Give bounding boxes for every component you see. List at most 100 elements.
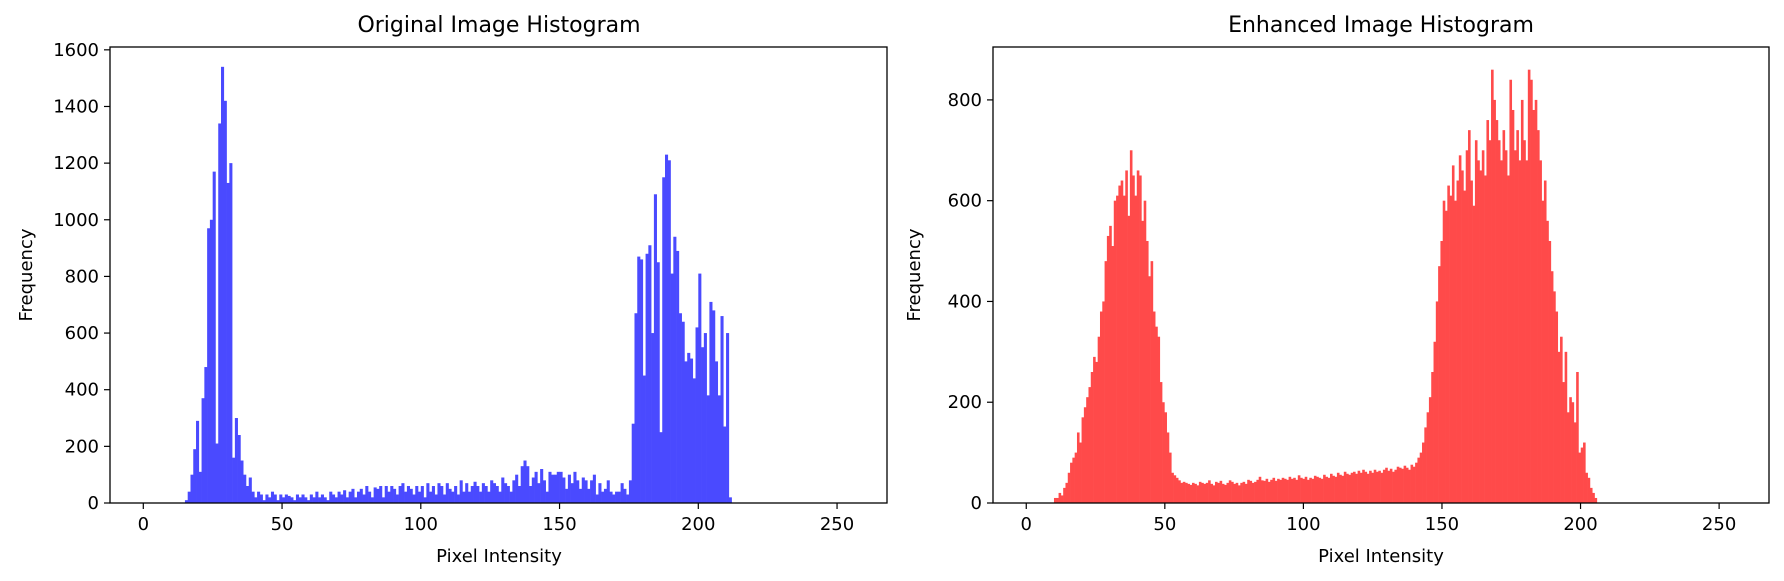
enhanced-histogram-bar <box>1334 476 1338 503</box>
enhanced-histogram-bar <box>1451 165 1455 503</box>
enhanced-histogram-bar <box>1093 356 1096 503</box>
original-histogram-bar <box>323 497 327 503</box>
enhanced-histogram-bar <box>1511 109 1515 503</box>
original-histogram-bar <box>404 491 408 503</box>
original-histogram-bar <box>329 491 333 503</box>
enhanced-histogram-bar <box>1242 481 1246 503</box>
original-histogram-bar <box>498 491 502 503</box>
enhanced-histogram-bar <box>1422 442 1425 503</box>
enhanced-histogram-bar <box>1258 476 1262 503</box>
enhanced-histogram-bar <box>1442 200 1446 503</box>
enhanced-histogram-bar <box>1214 481 1218 503</box>
enhanced-histogram-bar <box>1304 476 1308 503</box>
enhanced-histogram-bar <box>1219 480 1223 503</box>
enhanced-histogram-bar <box>1187 483 1190 503</box>
enhanced-histogram-bar <box>1228 480 1232 503</box>
enhanced-histogram-bar <box>1449 195 1453 503</box>
original-histogram-bar <box>440 486 444 503</box>
original-histogram-bar <box>221 66 225 503</box>
original-histogram-bar <box>359 488 363 503</box>
enhanced-histogram-bar <box>1272 477 1276 503</box>
original-histogram-bar <box>448 488 452 503</box>
enhanced-histogram-bar <box>1541 200 1545 503</box>
enhanced-histogram-bar <box>1415 462 1418 503</box>
enhanced-histogram-bar <box>1286 479 1289 503</box>
enhanced-histogram-bar <box>1405 467 1409 503</box>
original-histogram-bar <box>237 435 241 503</box>
enhanced-histogram-bar <box>1589 487 1593 503</box>
original-histogram-bar <box>415 486 419 503</box>
enhanced-histogram-bar <box>1353 471 1356 503</box>
original-histogram-bar <box>615 491 619 503</box>
enhanced-histogram-bar <box>1162 402 1165 503</box>
enhanced-histogram-bar <box>1249 480 1253 503</box>
enhanced-histogram-bar <box>1419 452 1423 503</box>
enhanced-histogram-bar <box>1546 220 1549 503</box>
original-histogram-bar <box>501 477 505 503</box>
enhanced-histogram-x-tick-label: 150 <box>1425 514 1459 535</box>
enhanced-histogram-bar <box>1180 482 1184 503</box>
original-histogram-bar <box>506 486 510 503</box>
original-histogram-bar <box>556 471 560 503</box>
original-histogram-bar <box>265 494 269 503</box>
enhanced-histogram-bar <box>1357 470 1361 503</box>
original-histogram-bar <box>234 418 238 503</box>
enhanced-histogram-bar <box>1525 160 1529 503</box>
enhanced-histogram-bar <box>1550 271 1554 503</box>
enhanced-histogram-bar <box>1118 185 1121 503</box>
original-histogram-bar <box>248 477 252 503</box>
original-histogram-bar <box>207 228 211 503</box>
enhanced-histogram-bar <box>1587 477 1591 503</box>
enhanced-histogram-bar <box>1486 120 1490 503</box>
original-histogram-bar <box>295 494 299 503</box>
enhanced-histogram-bar <box>1311 478 1315 503</box>
original-histogram-bar <box>456 494 460 503</box>
enhanced-histogram-bar <box>1454 200 1457 503</box>
enhanced-histogram-bar <box>1070 462 1073 503</box>
original-histogram-bar <box>445 483 449 503</box>
enhanced-histogram-bar <box>1203 483 1207 503</box>
enhanced-histogram-bar <box>1438 266 1441 503</box>
original-histogram-bar <box>387 491 391 503</box>
enhanced-histogram-bar <box>1157 336 1161 503</box>
enhanced-histogram-panel: Enhanced Image Histogram 0 50 100 150 200 250… <box>904 13 1770 567</box>
original-histogram-bar <box>343 490 347 503</box>
original-histogram-bar <box>490 480 494 503</box>
enhanced-histogram-bar <box>1309 477 1312 503</box>
enhanced-histogram-bar <box>1293 477 1296 503</box>
original-histogram-bar <box>578 488 583 503</box>
enhanced-histogram-bar <box>1122 195 1126 503</box>
original-histogram-y-axis-label: Frequency <box>16 228 37 321</box>
original-histogram-bar <box>726 333 730 503</box>
original-histogram-bar <box>351 488 355 503</box>
original-histogram-bar <box>309 494 313 503</box>
original-histogram-bar <box>423 497 427 503</box>
original-histogram-bar <box>307 500 311 503</box>
original-histogram-bar <box>515 474 519 503</box>
original-histogram-bar <box>290 497 294 503</box>
original-histogram-bar <box>320 494 324 503</box>
enhanced-histogram-bar <box>1072 457 1075 503</box>
original-histogram-bar <box>670 273 674 503</box>
enhanced-histogram-bar <box>1539 160 1542 503</box>
original-histogram-bar <box>653 194 657 503</box>
original-histogram-bar <box>251 491 255 503</box>
enhanced-histogram-bar <box>1548 240 1552 504</box>
enhanced-histogram-bar <box>1104 261 1108 503</box>
original-histogram-bar <box>512 480 516 503</box>
enhanced-histogram-bar <box>1171 472 1174 503</box>
enhanced-histogram-bar <box>1362 469 1365 503</box>
original-histogram-bar <box>332 494 336 503</box>
original-histogram-bar <box>570 483 574 503</box>
enhanced-histogram-bar <box>1277 478 1280 503</box>
original-histogram-bar <box>365 486 369 503</box>
enhanced-histogram-bar <box>1573 422 1577 503</box>
original-histogram-bar <box>437 483 441 503</box>
enhanced-histogram-bar <box>1060 495 1064 503</box>
enhanced-histogram-bar <box>1392 471 1395 503</box>
enhanced-histogram-bar <box>1366 473 1370 503</box>
enhanced-histogram-bar <box>1240 482 1243 503</box>
original-histogram-bar <box>282 497 286 503</box>
original-histogram-x-tick-label: 100 <box>404 514 438 535</box>
original-histogram-bar <box>254 497 258 503</box>
